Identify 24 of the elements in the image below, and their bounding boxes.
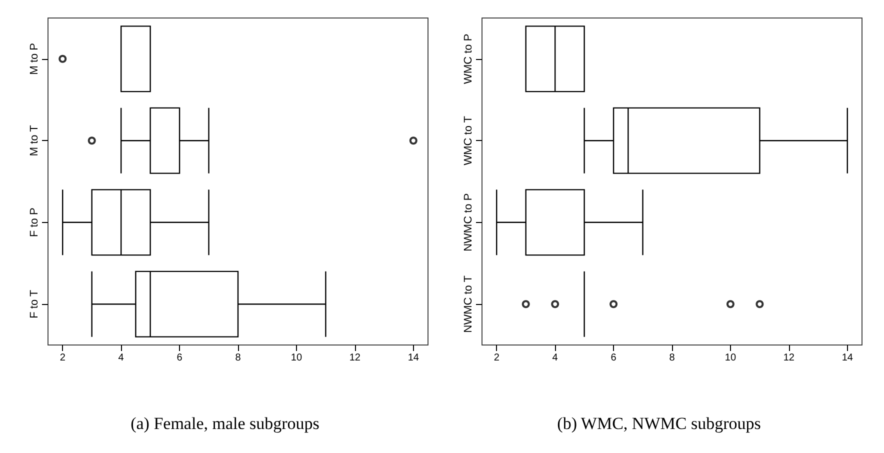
x-tick-label: 12 — [783, 352, 795, 364]
x-tick-label: 4 — [552, 352, 558, 364]
y-tick-label: M to P — [28, 42, 40, 75]
x-tick-label: 14 — [842, 352, 854, 364]
text: (b) WMC, NWMC subgroups — [557, 414, 761, 433]
x-tick-label: 10 — [290, 352, 302, 364]
x-tick-label: 2 — [60, 352, 66, 364]
x-tick-label: 8 — [235, 352, 242, 364]
y-tick-label: F to T — [28, 290, 40, 318]
y-tick-label: NWMC to P — [462, 193, 474, 252]
y-tick-label: WMC to T — [462, 116, 474, 166]
text: (a) Female, male subgroups — [130, 414, 320, 433]
x-tick-label: 4 — [118, 352, 124, 364]
x-tick-label: 12 — [349, 352, 361, 364]
x-tick-label: 8 — [669, 352, 676, 364]
x-tick-label: 10 — [724, 352, 736, 364]
x-tick-label: 14 — [408, 352, 420, 364]
y-tick-label: WMC to P — [462, 34, 474, 84]
x-tick-label: 2 — [494, 352, 500, 364]
y-tick-label: F to P — [28, 208, 40, 238]
y-tick-label: M to T — [28, 124, 40, 156]
x-tick-label: 6 — [176, 352, 183, 364]
x-tick-label: 6 — [610, 352, 617, 364]
y-tick-label: NWMC to T — [462, 275, 474, 333]
